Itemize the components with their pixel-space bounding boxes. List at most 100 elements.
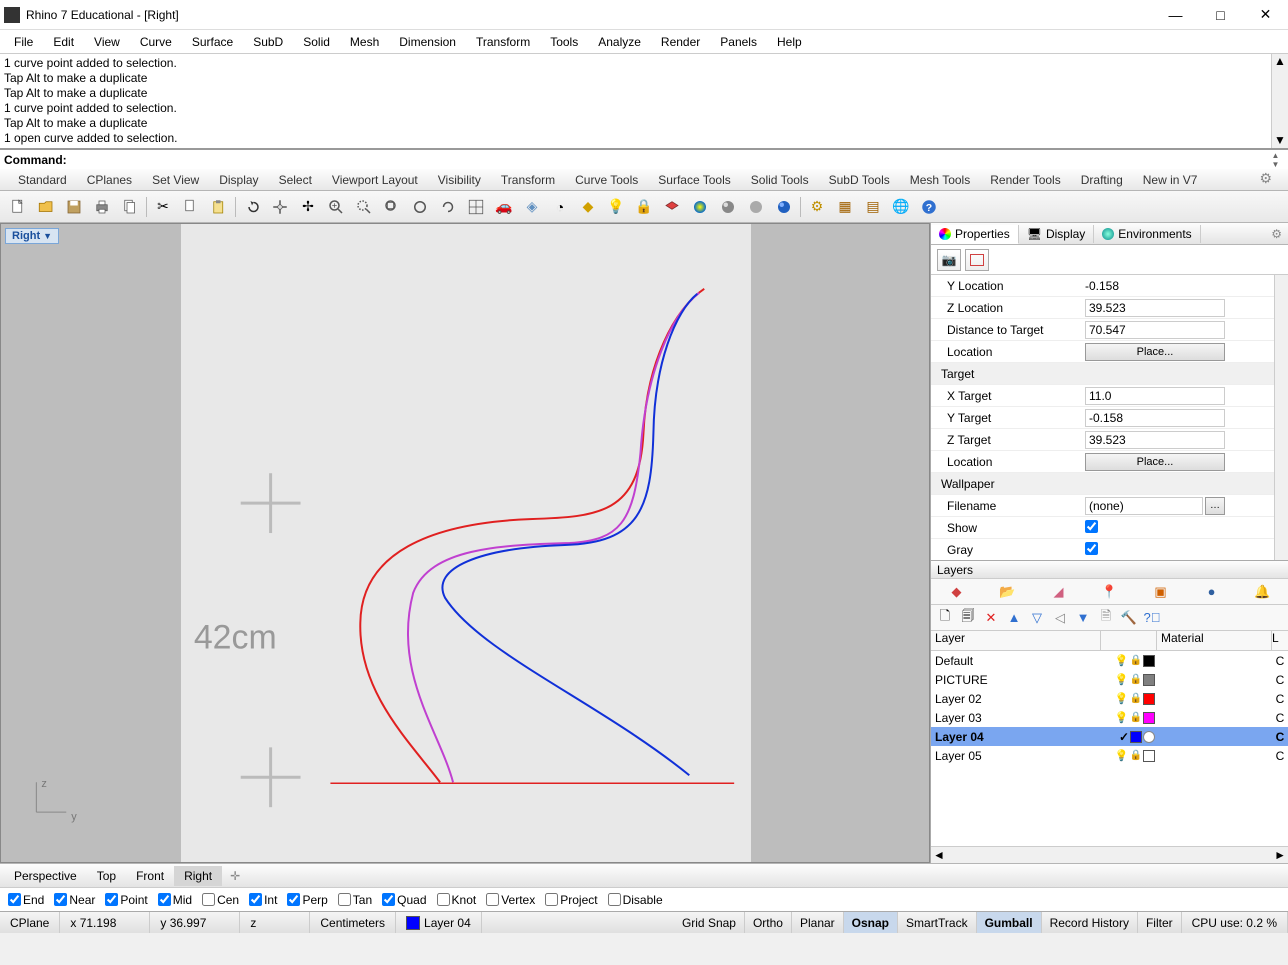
toolbar-tab[interactable]: Curve Tools (565, 170, 648, 190)
sphere2-icon[interactable] (744, 195, 768, 219)
cplane-icon[interactable]: ◈ (520, 195, 544, 219)
copy-icon[interactable] (179, 195, 203, 219)
osnap-quad[interactable]: Quad (382, 893, 426, 907)
viewtab-perspective[interactable]: Perspective (4, 866, 87, 886)
command-input[interactable] (69, 153, 1267, 167)
new-sublayer-icon[interactable]: 🗐 (958, 608, 978, 628)
layer-help-icon[interactable]: ?⃝ (1142, 608, 1162, 628)
toolbar-tab[interactable]: Set View (142, 170, 209, 190)
layer-globe-icon[interactable]: ● (1202, 582, 1222, 602)
layers-hscroll[interactable]: ◄► (931, 846, 1288, 863)
toolbar-tab[interactable]: Visibility (428, 170, 491, 190)
layer-row[interactable]: Default💡🔒C (931, 651, 1288, 670)
layer-doc-icon[interactable]: 🗎 (1096, 608, 1116, 628)
osnap-cen[interactable]: Cen (202, 893, 239, 907)
zoom-window-icon[interactable] (380, 195, 404, 219)
menu-surface[interactable]: Surface (184, 33, 241, 51)
filename-browse-button[interactable]: … (1205, 497, 1225, 515)
menu-help[interactable]: Help (769, 33, 810, 51)
toolbar-layout-icon[interactable]: ▦ (833, 195, 857, 219)
toolbar-tab[interactable]: CPlanes (77, 170, 142, 190)
toolbar-tab[interactable]: Surface Tools (648, 170, 741, 190)
save-icon[interactable] (62, 195, 86, 219)
new-icon[interactable] (6, 195, 30, 219)
viewtab-right[interactable]: Right (174, 866, 222, 886)
status-toggle-planar[interactable]: Planar (792, 912, 844, 933)
pan-icon[interactable] (268, 195, 292, 219)
viewtab-front[interactable]: Front (126, 866, 174, 886)
menu-file[interactable]: File (6, 33, 41, 51)
render-sphere-icon[interactable] (716, 195, 740, 219)
status-toggle-filter[interactable]: Filter (1138, 912, 1182, 933)
camera-icon[interactable]: 📷 (937, 249, 961, 271)
tab-properties[interactable]: Properties (931, 225, 1019, 244)
osnap-knot[interactable]: Knot (437, 893, 477, 907)
toolbar-tab[interactable]: New in V7 (1133, 170, 1208, 190)
properties-panel-icon[interactable] (688, 195, 712, 219)
tools-icon[interactable]: 🔨 (1119, 608, 1139, 628)
cut-icon[interactable]: ✂ (151, 195, 175, 219)
toolbar-tab[interactable]: Select (269, 170, 322, 190)
status-toggle-smarttrack[interactable]: SmartTrack (898, 912, 977, 933)
filter-icon[interactable]: ▼ (1073, 608, 1093, 628)
viewport[interactable]: Right▼ 42cm z y (0, 223, 930, 863)
menu-mesh[interactable]: Mesh (342, 33, 387, 51)
delete-layer-icon[interactable]: ✕ (981, 608, 1001, 628)
z-target-input[interactable] (1085, 431, 1225, 449)
open-icon[interactable] (34, 195, 58, 219)
osnap-int[interactable]: Int (249, 893, 277, 907)
layer-row[interactable]: PICTURE💡🔒C (931, 670, 1288, 689)
distance-input[interactable] (1085, 321, 1225, 339)
menu-panels[interactable]: Panels (712, 33, 765, 51)
osnap-project[interactable]: Project (545, 893, 597, 907)
close-button[interactable]: ✕ (1243, 0, 1288, 29)
doc-props-icon[interactable]: ▤ (861, 195, 885, 219)
named-view-icon[interactable]: ◔ (548, 195, 572, 219)
viewtab-add[interactable]: ✛ (222, 866, 248, 886)
menu-solid[interactable]: Solid (295, 33, 338, 51)
options-icon[interactable]: ⚙ (805, 195, 829, 219)
target-place-button[interactable]: Place... (1085, 453, 1225, 471)
history-scrollbar[interactable]: ▲▼ (1271, 54, 1288, 148)
status-toggle-grid-snap[interactable]: Grid Snap (674, 912, 745, 933)
tab-display[interactable]: 🖥Display (1019, 225, 1095, 243)
y-target-input[interactable] (1085, 409, 1225, 427)
undo-icon[interactable] (240, 195, 264, 219)
panel-gear-icon[interactable]: ⚙ (1271, 227, 1288, 241)
light-icon[interactable]: 💡 (604, 195, 628, 219)
lock-icon[interactable]: 🔒 (632, 195, 656, 219)
osnap-vertex[interactable]: Vertex (486, 893, 535, 907)
zoom-selected-icon[interactable] (408, 195, 432, 219)
layer-row[interactable]: Layer 02💡🔒C (931, 689, 1288, 708)
toolbar-tab[interactable]: Mesh Tools (900, 170, 980, 190)
osnap-near[interactable]: Near (54, 893, 95, 907)
menu-analyze[interactable]: Analyze (590, 33, 649, 51)
layer-icon[interactable]: ◆ (576, 195, 600, 219)
layers-panel-icon[interactable] (660, 195, 684, 219)
toolbar-tab[interactable]: Transform (491, 170, 565, 190)
menu-transform[interactable]: Transform (468, 33, 538, 51)
gray-checkbox[interactable] (1085, 542, 1098, 555)
menu-render[interactable]: Render (653, 33, 708, 51)
layer-open-icon[interactable]: 📂 (998, 582, 1018, 602)
menu-view[interactable]: View (86, 33, 128, 51)
move-up-icon[interactable]: ▲ (1004, 608, 1024, 628)
material-icon[interactable] (965, 249, 989, 271)
x-target-input[interactable] (1085, 387, 1225, 405)
status-toggle-record-history[interactable]: Record History (1042, 912, 1138, 933)
toolbar-tab[interactable]: Drafting (1071, 170, 1133, 190)
toolbar-tab[interactable]: Render Tools (980, 170, 1071, 190)
osnap-point[interactable]: Point (105, 893, 147, 907)
show-checkbox[interactable] (1085, 520, 1098, 533)
car-icon[interactable]: 🚗 (492, 195, 516, 219)
toolbar-tab[interactable]: Solid Tools (741, 170, 819, 190)
status-units[interactable]: Centimeters (310, 912, 396, 933)
maximize-button[interactable]: □ (1198, 0, 1243, 29)
status-layer[interactable]: Layer 04 (396, 912, 482, 933)
tab-environments[interactable]: Environments (1094, 225, 1200, 243)
print-icon[interactable] (90, 195, 114, 219)
osnap-end[interactable]: End (8, 893, 44, 907)
osnap-perp[interactable]: Perp (287, 893, 327, 907)
toolbar-gear-icon[interactable]: ⚙ (1249, 167, 1282, 190)
help-icon[interactable]: ? (917, 195, 941, 219)
